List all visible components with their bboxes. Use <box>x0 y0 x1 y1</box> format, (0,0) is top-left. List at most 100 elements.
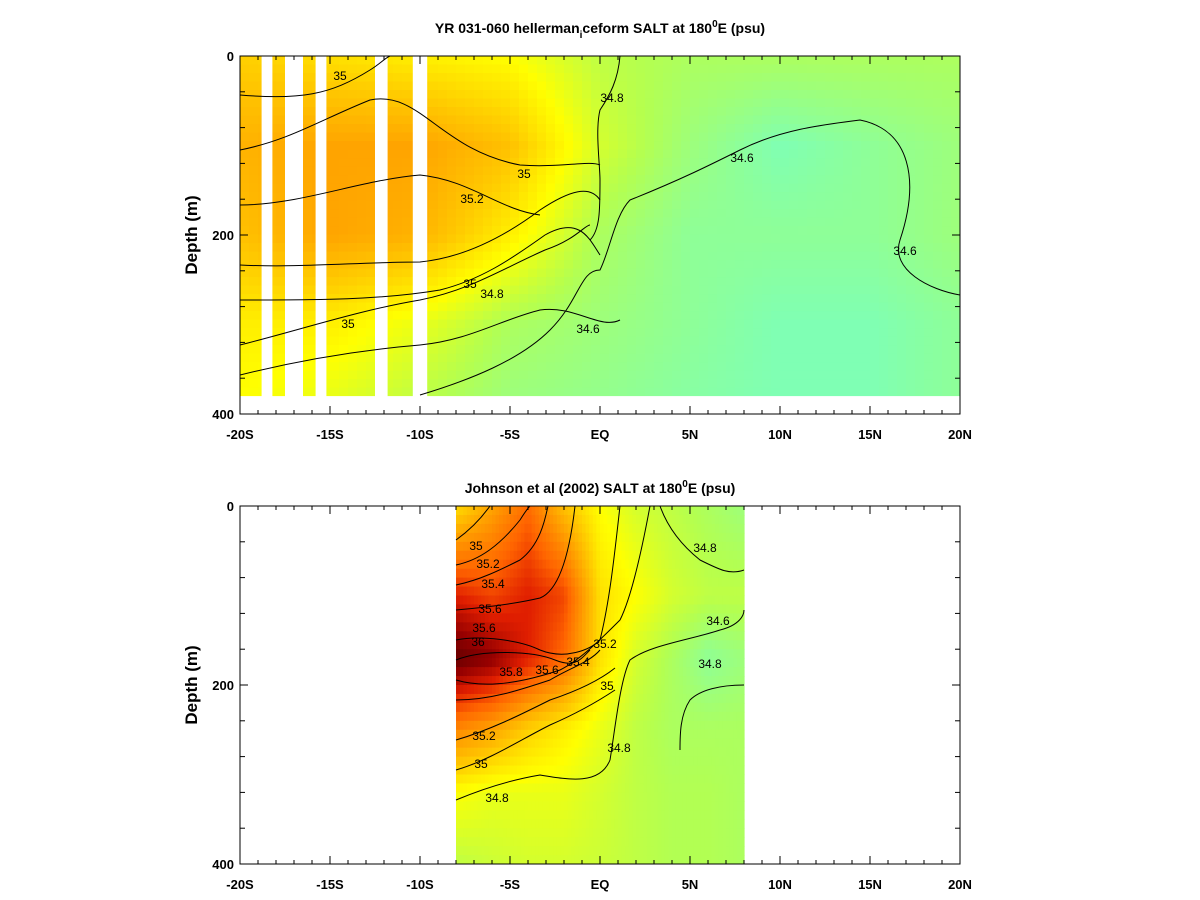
heatmap-cell <box>524 604 529 614</box>
heatmap-cell <box>924 200 934 210</box>
heatmap-cell <box>924 209 934 219</box>
heatmap-cell <box>609 285 619 295</box>
heatmap-cell <box>870 98 880 108</box>
heatmap-cell <box>578 586 583 597</box>
heatmap-cell <box>798 217 808 227</box>
heatmap-cell <box>582 311 592 321</box>
heatmap-cell <box>596 541 601 552</box>
heatmap-cell <box>501 124 511 134</box>
heatmap-cell <box>470 783 475 793</box>
heatmap-cell <box>798 209 808 219</box>
heatmap-cell <box>780 217 790 227</box>
heatmap-cell <box>861 345 871 355</box>
heatmap-cell <box>528 319 538 329</box>
heatmap-cell <box>618 115 628 125</box>
heatmap-cell <box>663 353 673 363</box>
heatmap-cell <box>528 124 538 134</box>
heatmap-cell <box>484 720 489 731</box>
heatmap-cell <box>744 209 754 219</box>
heatmap-cell <box>744 362 754 372</box>
heatmap-cell <box>447 98 457 108</box>
heatmap-cell <box>276 336 286 346</box>
heatmap-cell <box>249 64 259 74</box>
heatmap-cell <box>537 209 547 219</box>
heatmap-cell <box>645 362 655 372</box>
heatmap-cell <box>459 855 464 864</box>
heatmap-cell <box>708 251 718 261</box>
heatmap-cell <box>474 828 479 838</box>
heatmap-cell <box>744 370 754 380</box>
heatmap-cell <box>825 387 835 397</box>
heatmap-cell <box>609 294 619 304</box>
heatmap-cell <box>528 550 533 561</box>
heatmap-cell <box>600 294 610 304</box>
heatmap-cell <box>463 792 468 802</box>
heatmap-cell <box>879 107 889 117</box>
heatmap-cell <box>888 183 898 193</box>
heatmap-cell <box>600 738 605 749</box>
heatmap-cell <box>744 73 754 83</box>
heatmap-cell <box>456 234 466 244</box>
heatmap-cell <box>825 166 835 176</box>
heatmap-cell <box>681 294 691 304</box>
heatmap-cell <box>517 595 522 606</box>
heatmap-cell <box>447 158 457 168</box>
heatmap-cell <box>546 311 556 321</box>
heatmap-cell <box>276 260 286 270</box>
heatmap-cell <box>636 226 646 236</box>
heatmap-cell <box>502 747 507 758</box>
heatmap-cell <box>924 226 934 236</box>
heatmap-cell <box>861 81 871 91</box>
heatmap-cell <box>564 260 574 270</box>
heatmap-cell <box>474 506 479 516</box>
heatmap-cell <box>574 658 579 668</box>
heatmap-cell <box>654 217 664 227</box>
heatmap-cell <box>888 209 898 219</box>
heatmap-cell <box>834 311 844 321</box>
heatmap-cell <box>789 149 799 159</box>
heatmap-cell <box>807 234 817 244</box>
heatmap-cell <box>330 302 340 312</box>
heatmap-cell <box>589 828 594 838</box>
heatmap-cell <box>459 622 464 632</box>
heatmap-cell <box>571 550 576 561</box>
heatmap-cell <box>744 115 754 125</box>
heatmap-cell <box>499 667 504 677</box>
heatmap-cell <box>618 183 628 193</box>
heatmap-cell <box>546 846 551 856</box>
heatmap-cell <box>528 514 533 525</box>
heatmap-cell <box>600 115 610 125</box>
heatmap-cell <box>240 311 250 321</box>
heatmap-cell <box>510 166 520 176</box>
heatmap-cell <box>456 345 466 355</box>
heatmap-cell <box>330 115 340 125</box>
heatmap-cell <box>556 702 561 713</box>
heatmap-cell <box>384 183 394 193</box>
heatmap-cell <box>553 640 558 650</box>
heatmap-cell <box>636 243 646 253</box>
heatmap-cell <box>463 658 468 668</box>
heatmap-cell <box>585 738 590 749</box>
heatmap-cell <box>531 855 536 864</box>
heatmap-cell <box>240 379 250 389</box>
heatmap-cell <box>538 604 543 614</box>
heatmap-cell <box>492 801 497 811</box>
heatmap-cell <box>798 234 808 244</box>
heatmap-cell <box>585 837 590 847</box>
heatmap-cell <box>834 107 844 117</box>
heatmap-cell <box>513 756 518 767</box>
heatmap-cell <box>456 720 461 731</box>
heatmap-cell <box>366 175 376 185</box>
heatmap-cell <box>488 676 493 686</box>
heatmap-cell <box>645 243 655 253</box>
heatmap-cell <box>384 200 394 210</box>
heatmap-cell <box>573 141 583 151</box>
heatmap-cell <box>870 387 880 397</box>
heatmap-cell <box>578 667 583 677</box>
heatmap-cell <box>528 685 533 695</box>
heatmap-cell <box>807 124 817 134</box>
heatmap-cell <box>506 765 511 776</box>
heatmap-cell <box>573 336 583 346</box>
heatmap-cell <box>933 81 943 91</box>
heatmap-cell <box>240 149 250 159</box>
